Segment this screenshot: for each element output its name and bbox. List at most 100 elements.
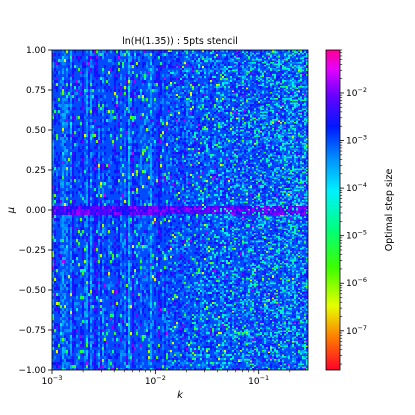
heatmap-cell [188, 120, 190, 123]
heatmap-cell [70, 50, 72, 54]
heatmap-cell [58, 206, 60, 210]
heatmap-cell [182, 292, 184, 295]
heatmap-cell [94, 200, 96, 204]
heatmap-cell [192, 140, 194, 143]
heatmap-cell [208, 118, 210, 121]
heatmap-cell [118, 65, 120, 69]
heatmap-cell [164, 290, 166, 294]
heatmap-cell [118, 179, 120, 183]
heatmap-cell [126, 254, 128, 258]
heatmap-cell [96, 302, 98, 306]
heatmap-cell [56, 323, 58, 327]
heatmap-cell [64, 59, 66, 63]
heatmap-cell [110, 314, 112, 318]
heatmap-cell [200, 200, 202, 203]
heatmap-cell [158, 233, 160, 237]
heatmap-cell [204, 242, 206, 245]
heatmap-cell [52, 116, 54, 120]
heatmap-cell [114, 125, 116, 129]
heatmap-cell [72, 332, 74, 336]
heatmap-cell [62, 356, 64, 360]
heatmap-cell [184, 156, 186, 159]
heatmap-cell [120, 218, 122, 222]
heatmap-cell [174, 244, 176, 247]
heatmap-cell [184, 350, 186, 353]
heatmap-cell [174, 206, 176, 209]
heatmap-cell [126, 182, 128, 186]
heatmap-cell [72, 128, 74, 132]
heatmap-cell [52, 170, 54, 174]
heatmap-cell [184, 152, 186, 155]
heatmap-cell [136, 65, 138, 69]
heatmap-cell [56, 296, 58, 300]
heatmap-cell [136, 152, 138, 156]
heatmap-cell [182, 104, 184, 107]
heatmap-cell [64, 116, 66, 120]
heatmap-cell [104, 338, 106, 342]
heatmap-cell [124, 251, 126, 255]
heatmap-cell [166, 320, 168, 324]
heatmap-cell [62, 281, 64, 285]
heatmap-cell [128, 62, 130, 66]
heatmap-cell [166, 65, 168, 69]
heatmap-cell [194, 284, 196, 287]
heatmap-cell [52, 263, 54, 267]
heatmap-cell [206, 246, 208, 249]
heatmap-cell [184, 270, 186, 273]
heatmap-cell [108, 86, 110, 90]
heatmap-cell [110, 284, 112, 288]
heatmap-cell [52, 65, 54, 69]
heatmap-cell [132, 158, 134, 162]
heatmap-cell [190, 306, 192, 309]
heatmap-cell [164, 179, 166, 183]
heatmap-cell [174, 354, 176, 357]
heatmap-cell [192, 290, 194, 293]
heatmap-cell [54, 104, 56, 108]
heatmap-cell [184, 190, 186, 193]
heatmap-cell [150, 341, 152, 345]
heatmap-cell [126, 245, 128, 249]
heatmap-cell [180, 128, 182, 131]
heatmap-cell [98, 209, 100, 213]
heatmap-cell [54, 272, 56, 276]
heatmap-cell [196, 346, 198, 349]
heatmap-cell [154, 83, 156, 87]
heatmap-cell [124, 194, 126, 198]
heatmap-cell [56, 77, 58, 81]
heatmap-cell [162, 173, 164, 177]
heatmap-cell [170, 248, 172, 251]
heatmap-cell [88, 83, 90, 87]
heatmap-cell [72, 263, 74, 267]
heatmap-cell [158, 209, 160, 213]
heatmap-cell [170, 254, 172, 257]
heatmap-cell [190, 284, 192, 287]
heatmap-cell [154, 347, 156, 351]
heatmap-cell [122, 335, 124, 339]
heatmap-cell [180, 92, 182, 95]
heatmap-cell [72, 182, 74, 186]
heatmap-cell [206, 192, 208, 195]
heatmap-cell [208, 136, 210, 139]
heatmap-cell [178, 318, 180, 321]
heatmap-cell [184, 286, 186, 289]
heatmap-cell [204, 364, 206, 367]
heatmap-cell [82, 164, 84, 168]
heatmap-cell [122, 245, 124, 249]
heatmap-cell [88, 149, 90, 153]
heatmap-cell [140, 215, 142, 219]
heatmap-cell [190, 250, 192, 253]
heatmap-cell [144, 53, 146, 57]
heatmap-cell [158, 272, 160, 276]
heatmap-cell [130, 287, 132, 291]
heatmap-cell [192, 294, 194, 297]
heatmap-cell [56, 152, 58, 156]
heatmap-cell [202, 178, 204, 181]
heatmap-cell [194, 80, 196, 83]
heatmap-cell [192, 102, 194, 105]
heatmap-cell [74, 212, 76, 216]
heatmap-cell [76, 296, 78, 300]
heatmap-cell [52, 227, 54, 231]
heatmap-cell [180, 218, 182, 221]
heatmap-cell [152, 323, 154, 327]
heatmap-cell [64, 56, 66, 60]
